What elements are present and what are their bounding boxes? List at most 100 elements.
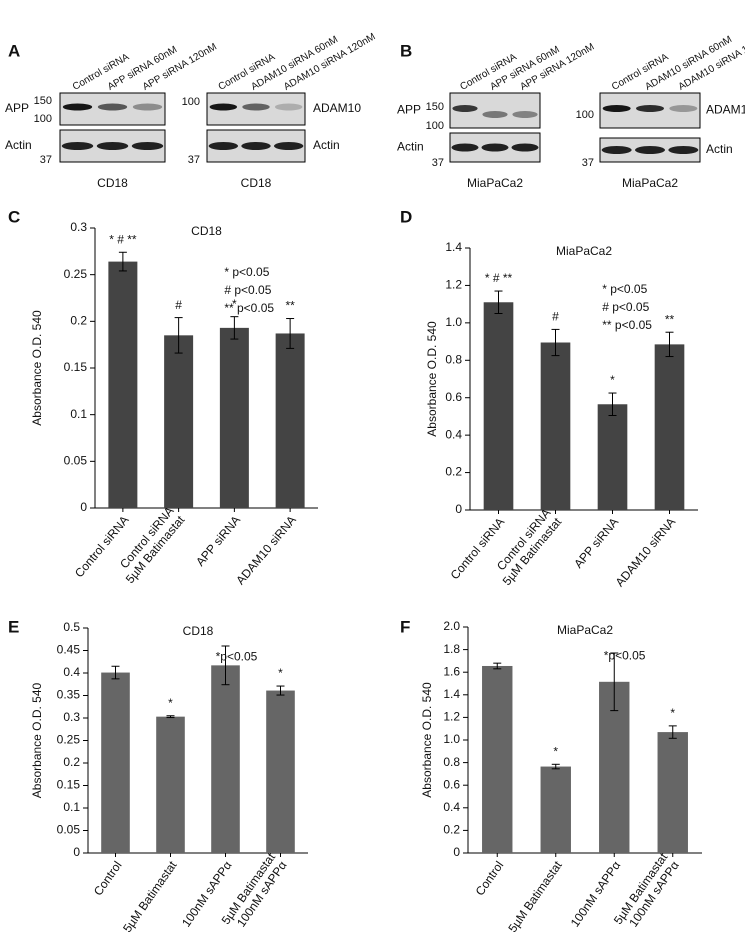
y-tick-label: 0.25 [64,267,88,281]
protein-band [602,105,631,112]
protein-band [62,103,93,111]
significance-mark: ** [285,299,295,313]
y-tick-label: 2.0 [443,619,460,633]
bar [654,344,685,510]
y-tick-label: 0 [80,500,87,514]
y-tick-label: 0.45 [57,643,81,657]
panel-letter: D [400,207,412,226]
y-tick-label: 0.4 [443,800,460,814]
bar [597,404,628,510]
bar [482,665,513,853]
significance-mark: * [670,706,675,720]
y-tick-label: 0.2 [443,823,460,837]
mw-marker: 100 [182,96,200,108]
y-axis-label: Absorbance O.D. 540 [30,310,44,426]
x-label-group: 5µM Batimastat [120,858,180,935]
panel-letter: F [400,617,410,636]
x-label-group: Control siRNA [448,515,508,582]
bar [657,732,688,853]
x-label-group: Control [91,859,125,899]
actin-band [241,142,271,150]
x-tick-label: Control siRNA [448,515,508,582]
x-label-group: ADAM10 siRNA [233,513,299,587]
significance-mark: ** [665,312,675,326]
bar [211,665,240,853]
y-tick-label: 0.05 [64,454,88,468]
x-label-group: APP siRNA [193,513,243,569]
y-tick-label: 1.4 [443,687,460,701]
cell-line: MiaPaCa2 [467,176,523,190]
actin-band [601,146,632,154]
y-tick-label: 1.0 [445,315,462,329]
mw-marker: 100 [426,120,444,132]
stat-note: # p<0.05 [602,300,649,314]
protein-band [97,103,128,111]
x-label-group: 5µM Batimastat [505,858,565,935]
protein-label: ADAM10 [706,103,745,117]
significance-mark: * [278,666,283,680]
actin-band [61,142,94,150]
mw-marker: 100 [34,113,52,125]
y-tick-label: 0.8 [445,352,462,366]
stat-note: *p<0.05 [604,649,646,663]
y-axis-label: Absorbance O.D. 540 [425,321,439,437]
bar [108,261,138,508]
loading-label: Actin [706,142,733,156]
actin-band [451,143,479,152]
y-tick-label: 0.15 [57,778,81,792]
significance-mark: * [553,744,558,758]
panel-letter: A [8,41,20,60]
protein-band [242,103,270,111]
y-tick-label: 1.2 [443,710,460,724]
actin-band [131,142,164,150]
y-tick-label: 1.4 [445,240,462,254]
lane-label-group: Control siRNA [71,52,132,93]
actin-band [481,143,509,152]
protein-label: ADAM10 [313,101,361,115]
bar [266,690,295,853]
cell-line: CD18 [97,176,128,190]
y-axis-label: Absorbance O.D. 540 [420,682,434,798]
loading-label: Actin [5,138,32,152]
significance-mark: # [175,298,182,312]
bar [219,327,249,508]
mw-marker: 100 [576,109,594,121]
y-tick-label: 0.25 [57,733,81,747]
significance-mark: * # ** [109,232,137,246]
x-tick-label: Control [473,859,507,899]
y-tick-label: 0.2 [63,755,80,769]
x-label-group: Control siRNA [72,513,132,580]
y-tick-label: 0.4 [63,665,80,679]
y-tick-label: 1.8 [443,642,460,656]
y-tick-label: 0.2 [445,465,462,479]
x-tick-label: Control siRNA [72,513,132,580]
y-tick-label: 0.3 [70,220,87,234]
bar [156,716,185,853]
y-tick-label: 0 [455,502,462,516]
bar [540,342,571,510]
x-tick-label: ADAM10 siRNA [233,513,299,587]
x-tick-label: 5µM Batimastat [505,858,565,935]
loading-label: Actin [397,140,424,154]
significance-mark: * # ** [485,271,513,285]
x-tick-label: ADAM10 siRNA [613,515,679,589]
bar [483,302,514,510]
protein-band [452,105,478,112]
actin-band [96,142,129,150]
x-tick-label: 5µM Batimastat [120,858,180,935]
protein-band [669,105,698,112]
x-tick-label: APP siRNA [571,515,621,571]
significance-mark: * [232,297,237,311]
y-tick-label: 0.6 [443,777,460,791]
protein-band [209,103,238,111]
significance-mark: # [552,310,559,324]
cell-line: CD18 [241,176,272,190]
protein-band [274,103,303,111]
stat-note: ** p<0.05 [602,318,652,332]
cell-line: MiaPaCa2 [622,176,678,190]
actin-band [511,143,539,152]
y-tick-label: 1.6 [443,664,460,678]
y-tick-label: 0.35 [57,688,81,702]
